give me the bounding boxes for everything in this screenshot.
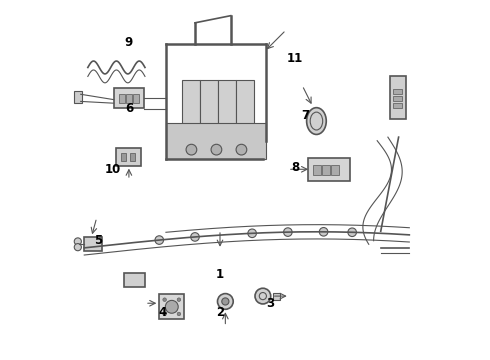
Bar	[331, 165, 339, 175]
Circle shape	[211, 144, 222, 155]
Text: 8: 8	[291, 161, 299, 174]
Text: 2: 2	[216, 306, 224, 319]
Circle shape	[165, 300, 178, 313]
Circle shape	[222, 298, 229, 305]
Circle shape	[319, 228, 328, 236]
Bar	[167, 123, 267, 158]
Bar	[114, 88, 144, 108]
Circle shape	[155, 236, 164, 244]
Ellipse shape	[307, 108, 326, 134]
Circle shape	[284, 228, 292, 237]
Text: 1: 1	[216, 268, 224, 281]
Bar	[393, 96, 402, 101]
Text: 11: 11	[287, 52, 303, 65]
Bar	[119, 94, 124, 103]
Bar	[313, 165, 321, 175]
Circle shape	[236, 144, 247, 155]
Bar	[84, 237, 102, 251]
Bar	[200, 80, 218, 130]
Bar	[182, 80, 200, 130]
Bar	[121, 153, 126, 161]
Bar	[390, 76, 406, 119]
Circle shape	[74, 244, 81, 251]
Bar	[130, 153, 135, 161]
Circle shape	[248, 229, 256, 238]
Bar	[159, 294, 184, 319]
Bar	[123, 273, 145, 287]
Bar	[322, 165, 330, 175]
Circle shape	[177, 298, 181, 301]
Text: 9: 9	[125, 36, 133, 49]
Text: 3: 3	[266, 297, 274, 310]
Text: 10: 10	[105, 163, 121, 176]
Circle shape	[255, 288, 270, 304]
Bar	[393, 89, 402, 94]
Circle shape	[186, 144, 197, 155]
Bar	[126, 94, 132, 103]
Bar	[133, 94, 139, 103]
Circle shape	[163, 312, 167, 316]
Bar	[393, 103, 402, 108]
Circle shape	[163, 298, 167, 301]
Text: 5: 5	[95, 234, 103, 247]
Circle shape	[74, 238, 81, 245]
Text: 7: 7	[302, 109, 310, 122]
Text: 4: 4	[159, 306, 167, 319]
Circle shape	[177, 312, 181, 316]
Text: 6: 6	[125, 102, 133, 115]
Bar	[74, 91, 82, 103]
Circle shape	[218, 294, 233, 309]
Bar	[236, 80, 254, 130]
Circle shape	[191, 233, 199, 241]
Bar	[308, 158, 350, 181]
Bar	[117, 148, 142, 166]
Bar	[273, 293, 280, 300]
Circle shape	[348, 228, 356, 237]
Bar	[218, 80, 236, 130]
